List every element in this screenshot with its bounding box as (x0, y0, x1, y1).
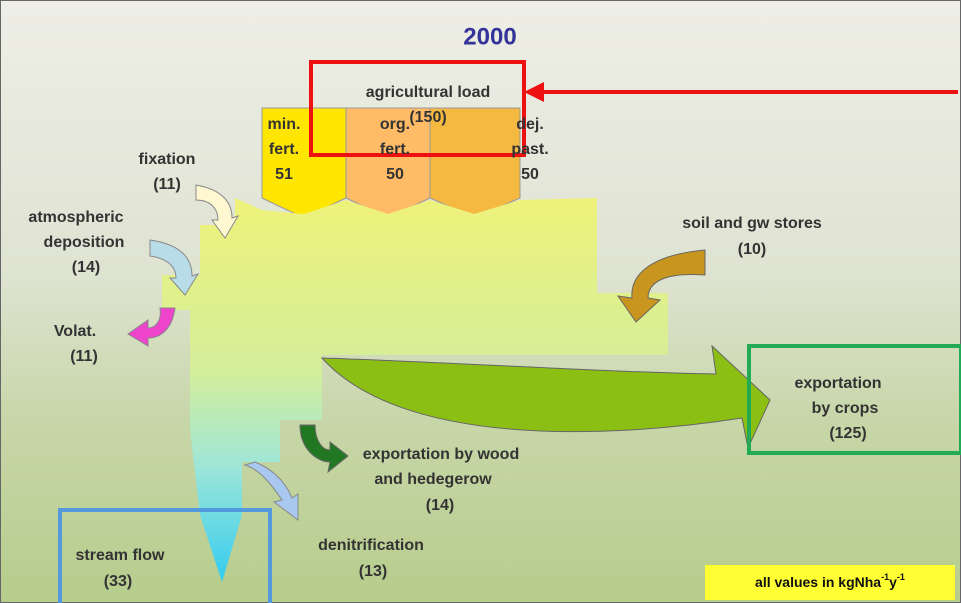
value: 50 (521, 166, 539, 183)
label: exportation by wood (363, 446, 519, 463)
note-unit: y (889, 574, 897, 590)
label: stream flow (76, 547, 165, 564)
note-text: all values in kgNha (755, 574, 881, 590)
value: (10) (738, 241, 766, 258)
label: soil and gw stores (682, 215, 822, 232)
label: org. (380, 116, 410, 133)
value: (14) (426, 497, 454, 514)
label: denitrification (318, 537, 424, 554)
note-sup: -1 (881, 572, 889, 582)
label: past. (511, 141, 548, 158)
title: 2000 (463, 23, 516, 50)
label: by crops (812, 400, 879, 417)
value: (125) (829, 425, 866, 442)
label: dej. (516, 116, 544, 133)
label: fert. (269, 141, 299, 158)
value: 51 (275, 166, 293, 183)
label: exportation (794, 375, 881, 392)
label: Volat. (54, 323, 96, 340)
label: min. (268, 116, 301, 133)
note-sup: -1 (897, 572, 905, 582)
label: agricultural load (366, 84, 490, 101)
value: (11) (153, 176, 181, 193)
label: fixation (139, 151, 196, 168)
diagram: 2000 agricultural load (150) min. fert. … (0, 0, 961, 603)
label: atmospheric (28, 209, 123, 226)
value: 50 (386, 166, 404, 183)
label: and hedegerow (374, 471, 492, 488)
value: (14) (72, 259, 100, 276)
value: (13) (359, 563, 387, 580)
label: deposition (44, 234, 125, 251)
value: (11) (70, 348, 98, 365)
label: fert. (380, 141, 410, 158)
value: (33) (104, 573, 132, 590)
value: (150) (409, 109, 446, 126)
